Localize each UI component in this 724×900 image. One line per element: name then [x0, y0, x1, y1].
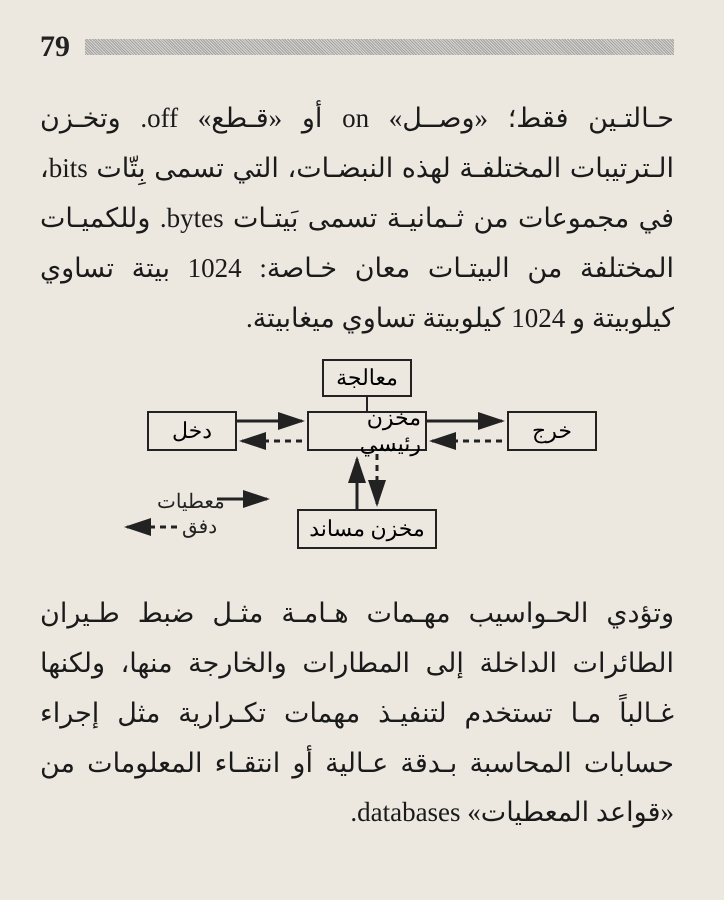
paragraph-1: حـالتـين فقط؛ «وصــل» on أو «قـطع» off. … — [40, 94, 674, 344]
flowchart-diagram: معالجة مخزن رئيسي دخل خرج مخزن مساند معط… — [97, 359, 617, 569]
page-number: 79 — [40, 30, 70, 64]
paragraph-2: وتؤدي الحـواسيب مهـمات هـامـة مثـل ضبط ط… — [40, 589, 674, 839]
arrows-svg — [97, 359, 617, 569]
header-divider — [85, 39, 674, 55]
page: 79 حـالتـين فقط؛ «وصــل» on أو «قـطع» of… — [0, 0, 724, 900]
header: 79 — [40, 30, 674, 64]
